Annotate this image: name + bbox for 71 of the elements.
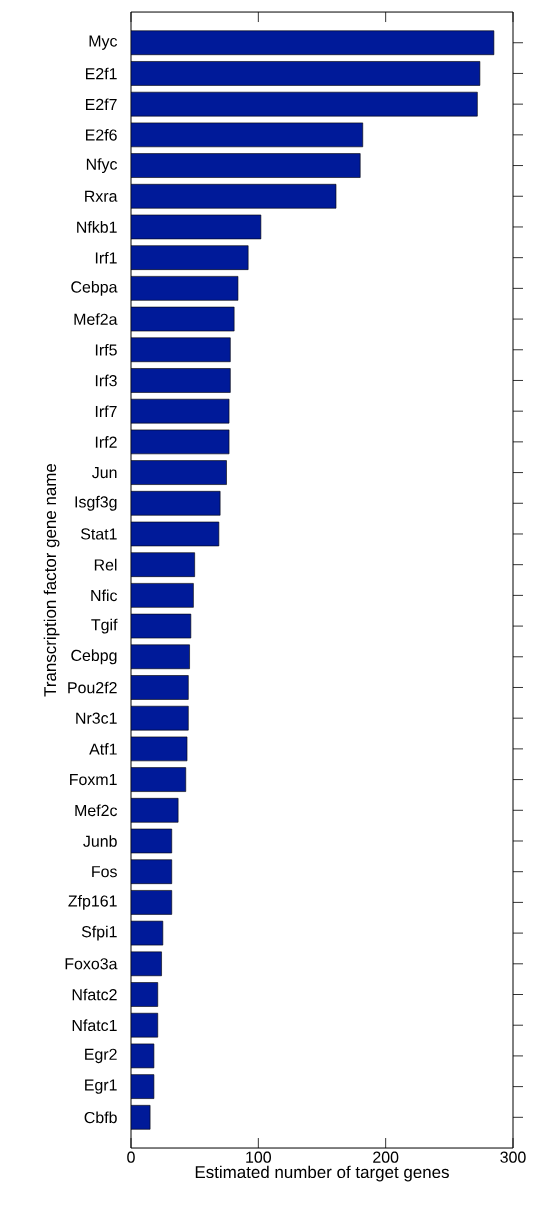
y-axis-title: Transcription factor gene name xyxy=(43,463,60,697)
y-tick-label: Rel xyxy=(94,558,117,571)
bar xyxy=(131,245,249,270)
y-tick-label: Junb xyxy=(83,835,117,847)
y-tick-label: Nr3c1 xyxy=(76,712,117,724)
y-tick-label: E2f6 xyxy=(86,129,117,141)
y-tick-label: Sfpi1 xyxy=(81,925,117,941)
y-tick-label: Nfatc2 xyxy=(72,988,117,1001)
bar xyxy=(131,276,239,301)
y-tick-label: Nfic xyxy=(91,589,118,602)
bar xyxy=(131,798,179,823)
bar xyxy=(131,859,173,884)
bar xyxy=(131,767,187,792)
y-tick-label: Nfatc1 xyxy=(72,1019,117,1032)
bar xyxy=(131,368,231,393)
y-tick-label: Irf1 xyxy=(95,251,117,264)
y-tick-label: Foxo3a xyxy=(65,958,118,970)
bar xyxy=(131,552,195,577)
bar xyxy=(131,705,189,731)
x-tick-label: 200 xyxy=(373,1151,399,1163)
y-tick-label: Cebpg xyxy=(71,649,117,665)
bar xyxy=(131,91,478,117)
bar xyxy=(131,951,162,977)
y-tick-label: Irf3 xyxy=(95,374,117,387)
bar xyxy=(131,644,190,670)
y-tick-label: Nfkb1 xyxy=(77,221,117,233)
x-tick-label: 100 xyxy=(246,1151,271,1163)
x-tick-label: 0 xyxy=(127,1151,135,1163)
x-axis-title: Estimated number of target genes xyxy=(195,1165,449,1182)
y-tick-label: Isgf3g xyxy=(75,495,117,511)
y-tick-label: Rxra xyxy=(85,190,118,202)
y-tick-label: Jun xyxy=(92,467,117,479)
y-tick-label: Foxm1 xyxy=(70,774,117,786)
bar xyxy=(131,982,159,1007)
y-tick-label: Tgif xyxy=(91,618,118,634)
bar xyxy=(131,183,337,209)
bar xyxy=(131,1012,159,1038)
y-tick-label: Cebpa xyxy=(71,280,118,296)
y-tick-label: Egr2 xyxy=(85,1048,117,1064)
y-tick-label: Stat1 xyxy=(80,528,117,540)
x-tick-label: 300 xyxy=(500,1151,526,1163)
y-tick-label: Mef2c xyxy=(75,804,118,817)
y-tick-label: Myc xyxy=(89,35,118,50)
bar xyxy=(131,521,220,547)
y-tick-label: Irf7 xyxy=(95,405,117,417)
y-tick-label: Fos xyxy=(92,866,117,878)
y-tick-label: Pou2f2 xyxy=(68,681,117,694)
bar xyxy=(131,398,230,424)
y-tick-label: Egr1 xyxy=(85,1079,117,1094)
y-tick-label: E2f1 xyxy=(86,67,117,80)
bar xyxy=(131,122,364,148)
bar xyxy=(131,675,189,700)
y-tick-label: Irf5 xyxy=(95,343,117,356)
bar xyxy=(131,890,173,915)
bar xyxy=(131,337,231,363)
y-tick-label: Atf1 xyxy=(89,743,117,755)
bar xyxy=(131,306,235,332)
bar xyxy=(131,153,361,178)
bar xyxy=(131,214,262,240)
bar xyxy=(131,61,481,86)
bar xyxy=(131,30,495,56)
y-tick-label: Zfp161 xyxy=(68,894,117,910)
bar xyxy=(131,460,227,485)
bar xyxy=(131,491,221,516)
y-tick-label: E2f7 xyxy=(86,98,117,110)
y-tick-label: Nfyc xyxy=(86,158,118,173)
y-tick-label: Irf2 xyxy=(95,436,117,448)
bar xyxy=(131,583,194,608)
y-tick-label: Cbfb xyxy=(84,1111,117,1124)
bar xyxy=(131,429,230,455)
y-tick-label: Mef2a xyxy=(74,313,118,325)
